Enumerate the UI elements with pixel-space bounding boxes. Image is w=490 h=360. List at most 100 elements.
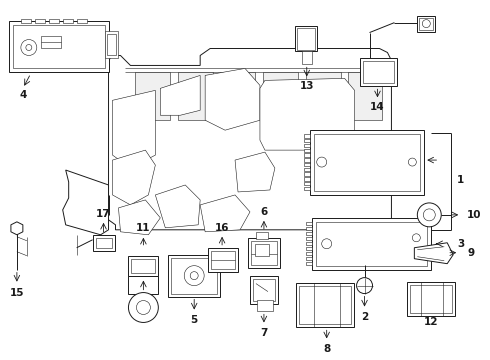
- Circle shape: [190, 272, 198, 280]
- Bar: [310, 130, 424, 195]
- Bar: [306, 227, 312, 230]
- Bar: [178, 72, 213, 120]
- Text: 6: 6: [260, 207, 268, 217]
- Polygon shape: [205, 68, 260, 130]
- Text: 14: 14: [370, 102, 385, 112]
- Circle shape: [26, 45, 32, 50]
- Text: 7: 7: [260, 328, 268, 338]
- Text: 4: 4: [19, 90, 26, 100]
- Bar: [304, 187, 310, 190]
- Text: 8: 8: [323, 345, 330, 354]
- Polygon shape: [113, 150, 155, 205]
- Bar: [263, 72, 298, 120]
- Bar: [256, 232, 268, 239]
- Bar: [306, 72, 341, 120]
- Bar: [255, 244, 269, 256]
- Bar: [211, 251, 235, 269]
- Polygon shape: [200, 195, 250, 232]
- Bar: [248, 238, 280, 268]
- Bar: [407, 282, 455, 316]
- Bar: [168, 255, 220, 297]
- Polygon shape: [11, 222, 23, 235]
- Bar: [131, 259, 155, 273]
- Circle shape: [422, 20, 430, 28]
- Polygon shape: [119, 200, 160, 235]
- Bar: [306, 237, 312, 240]
- Bar: [363, 62, 394, 84]
- Polygon shape: [105, 49, 392, 230]
- Bar: [35, 19, 45, 23]
- Text: 15: 15: [10, 288, 24, 298]
- Polygon shape: [155, 185, 200, 228]
- Bar: [93, 235, 115, 251]
- Bar: [314, 134, 420, 191]
- Bar: [76, 19, 87, 23]
- Text: 16: 16: [215, 223, 229, 233]
- Polygon shape: [63, 170, 108, 235]
- Text: 17: 17: [96, 209, 111, 219]
- Circle shape: [184, 266, 204, 285]
- Text: 2: 2: [361, 312, 368, 323]
- Bar: [257, 300, 273, 311]
- Bar: [297, 28, 315, 50]
- Bar: [299, 285, 350, 324]
- Bar: [49, 19, 59, 23]
- Bar: [316, 222, 427, 266]
- Bar: [304, 144, 310, 147]
- Bar: [296, 283, 354, 328]
- Bar: [128, 256, 158, 276]
- Text: 9: 9: [467, 248, 474, 258]
- Bar: [302, 50, 312, 64]
- Bar: [251, 241, 277, 265]
- Circle shape: [322, 239, 332, 249]
- Circle shape: [423, 209, 435, 221]
- Circle shape: [21, 40, 37, 55]
- Text: 13: 13: [299, 81, 314, 91]
- Bar: [306, 242, 312, 245]
- Bar: [9, 21, 108, 72]
- Bar: [306, 257, 312, 260]
- Polygon shape: [415, 243, 453, 264]
- Bar: [304, 168, 310, 171]
- Bar: [250, 276, 278, 303]
- Bar: [96, 238, 112, 248]
- Bar: [304, 172, 310, 176]
- Bar: [306, 252, 312, 255]
- Text: 5: 5: [191, 315, 198, 325]
- Text: 11: 11: [136, 223, 150, 233]
- Bar: [304, 177, 310, 181]
- Bar: [306, 262, 312, 265]
- Circle shape: [136, 301, 150, 315]
- Polygon shape: [235, 152, 275, 192]
- Text: 3: 3: [457, 239, 465, 249]
- Bar: [306, 232, 312, 235]
- Bar: [304, 134, 310, 138]
- Bar: [304, 153, 310, 157]
- Bar: [304, 182, 310, 185]
- Bar: [106, 33, 117, 55]
- Bar: [304, 158, 310, 162]
- Bar: [306, 222, 312, 225]
- Bar: [128, 276, 158, 293]
- Bar: [135, 72, 171, 120]
- Circle shape: [413, 234, 420, 242]
- Polygon shape: [260, 78, 355, 150]
- Bar: [312, 218, 431, 270]
- Bar: [304, 149, 310, 152]
- Bar: [304, 139, 310, 143]
- Circle shape: [417, 203, 441, 227]
- Bar: [208, 248, 238, 272]
- Circle shape: [128, 293, 158, 323]
- Bar: [172, 258, 217, 293]
- Bar: [41, 36, 61, 48]
- Circle shape: [357, 278, 372, 293]
- Bar: [295, 26, 317, 51]
- Text: 10: 10: [467, 210, 482, 220]
- Bar: [347, 72, 383, 120]
- Bar: [410, 285, 452, 314]
- Bar: [306, 247, 312, 250]
- Text: 12: 12: [424, 318, 439, 328]
- Bar: [360, 58, 397, 86]
- Bar: [417, 15, 435, 32]
- Bar: [63, 19, 73, 23]
